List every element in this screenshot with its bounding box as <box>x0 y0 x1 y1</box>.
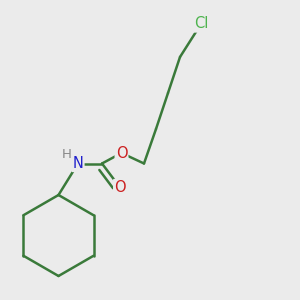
Text: H: H <box>62 148 71 161</box>
Text: N: N <box>73 156 83 171</box>
Text: O: O <box>114 180 126 195</box>
Text: O: O <box>116 146 127 160</box>
Text: Cl: Cl <box>194 16 208 32</box>
